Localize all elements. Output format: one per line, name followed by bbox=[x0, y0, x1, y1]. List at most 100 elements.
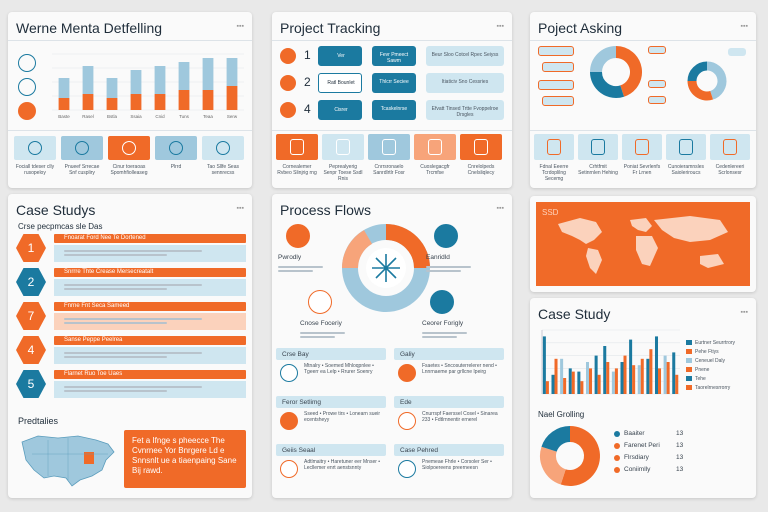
step-box[interactable]: Thlcrr Seciee bbox=[372, 73, 416, 93]
bar bbox=[623, 355, 627, 394]
tile[interactable] bbox=[460, 134, 502, 160]
menu-icon[interactable]: ▪▪▪ bbox=[496, 23, 504, 30]
person-icon bbox=[591, 139, 605, 155]
legend-dot bbox=[614, 467, 620, 473]
step-box[interactable]: Fevr Pmeect Sawm bbox=[372, 46, 416, 66]
tile-label: Cuoslegacgfr Trcmfse bbox=[420, 164, 450, 176]
step-box[interactable]: Efvatt Tinsed Trtte Fvoppelroe Drsgles bbox=[426, 100, 504, 120]
bar bbox=[672, 352, 676, 394]
bar bbox=[614, 368, 618, 394]
menu-icon[interactable]: ▪▪▪ bbox=[740, 309, 748, 316]
tile[interactable] bbox=[14, 136, 56, 160]
tick-label: Teaa bbox=[203, 114, 213, 119]
tile[interactable] bbox=[155, 136, 197, 160]
text-line bbox=[278, 270, 313, 272]
tick-label: Tuns bbox=[179, 114, 190, 119]
donut-slice bbox=[687, 80, 714, 101]
step-badge: 4 bbox=[16, 336, 46, 364]
tile[interactable] bbox=[414, 134, 456, 160]
tile[interactable] bbox=[534, 134, 574, 160]
step-box[interactable]: Cisrer bbox=[318, 100, 362, 120]
case-bar[interactable]: Sanse Peppe Peelrea bbox=[54, 336, 246, 345]
step-box-label: Itiaticiv Sno Cessries bbox=[441, 79, 489, 85]
tile[interactable] bbox=[202, 136, 244, 160]
section-header bbox=[394, 396, 504, 408]
menu-icon[interactable]: ▪▪▪ bbox=[740, 23, 748, 30]
step-badge: 2 bbox=[16, 268, 46, 296]
steps-list: 1 Ver Fevr Pmeect Sawm Beur Sloo Cotcel Rpe… bbox=[280, 44, 506, 126]
legend-dot bbox=[614, 431, 620, 437]
bar bbox=[226, 86, 238, 110]
node-text bbox=[300, 330, 350, 340]
legend-label: Tehe bbox=[695, 376, 706, 382]
step-box[interactable]: Ratl Bounlet bbox=[318, 73, 362, 93]
tile-label: Poniat Sevrlenfs Fr Lrnen bbox=[623, 164, 661, 176]
menu-icon[interactable]: ▪▪▪ bbox=[496, 205, 504, 212]
bar bbox=[649, 349, 653, 394]
case-bar[interactable]: Snrrre Thte Crease Mersecreatalt bbox=[54, 268, 246, 277]
donut-slice bbox=[590, 71, 625, 98]
tile[interactable] bbox=[622, 134, 662, 160]
section-header bbox=[394, 348, 504, 360]
bar bbox=[551, 374, 555, 394]
step-box[interactable]: Tcaskelnrse bbox=[372, 100, 416, 120]
bar bbox=[606, 362, 610, 394]
section-header bbox=[276, 396, 386, 408]
donut-chart bbox=[540, 426, 600, 486]
bar bbox=[589, 368, 593, 394]
menu-icon[interactable]: ▪▪▪ bbox=[236, 23, 244, 30]
stats-icon bbox=[18, 78, 36, 96]
legend-label: Ceneuel Daly bbox=[695, 358, 726, 364]
section-title: Geiis Seaal bbox=[282, 447, 316, 454]
case-body bbox=[54, 279, 246, 296]
section-icon bbox=[280, 412, 298, 430]
bar bbox=[620, 362, 624, 394]
tile[interactable] bbox=[578, 134, 618, 160]
globe-icon[interactable] bbox=[430, 290, 454, 314]
case-bar[interactable]: Fnrne Fnt Seca Sameed bbox=[54, 302, 246, 311]
tile[interactable] bbox=[710, 134, 750, 160]
step-badge: 5 bbox=[16, 370, 46, 398]
tile[interactable] bbox=[61, 136, 103, 160]
tile[interactable] bbox=[666, 134, 706, 160]
step-box-label: Ratl Bounlet bbox=[327, 80, 355, 86]
tile-label: Tao Sllfe Seas sennrecss bbox=[207, 164, 239, 176]
step-box[interactable]: Beur Sloo Cotcel Rpec Seiyss bbox=[426, 46, 504, 66]
bar bbox=[654, 336, 659, 394]
donut-slice bbox=[590, 46, 617, 73]
section-header bbox=[276, 348, 386, 360]
process-wheel bbox=[342, 224, 430, 312]
tile-label: Fociall tdeser clly rusopeloy bbox=[15, 164, 55, 176]
bar bbox=[178, 90, 190, 110]
step-box[interactable]: Itiaticiv Sno Cessries bbox=[426, 73, 504, 93]
tile-label: Cedenlereeri Scrlonsesr bbox=[715, 164, 745, 176]
section-text: Pnemeae Fhrle • Corsoler Ser • Siolpoere… bbox=[422, 459, 492, 471]
callout-text: Fet a Ifnge s pheecce The Cvnrnee Yor Bn… bbox=[132, 436, 237, 475]
case-bar[interactable]: Flarnet Ruo Toe Uaes bbox=[54, 370, 246, 379]
text-line bbox=[64, 250, 202, 252]
tile[interactable] bbox=[322, 134, 364, 160]
tile[interactable] bbox=[108, 136, 150, 160]
panel-poject-asking: Poject Asking ▪▪▪ Fdnal Eeerre Tcrdoplil… bbox=[530, 12, 756, 188]
step-box[interactable]: Ver bbox=[318, 46, 362, 66]
briefcase-icon[interactable] bbox=[286, 224, 310, 248]
legend-label: Coniimlly bbox=[624, 466, 651, 473]
bar bbox=[571, 371, 575, 394]
bar bbox=[154, 66, 166, 94]
case-bar-label: Flarnet Ruo Toe Uaes bbox=[64, 371, 123, 377]
panel-case-study: Case Study ▪▪▪ Eurtner Seurrtrory Pehe Ft… bbox=[530, 298, 756, 498]
tile-label: Pnueef Srrecae Snf cuspliry bbox=[64, 164, 100, 176]
left-labels bbox=[538, 46, 588, 110]
tablet-icon[interactable] bbox=[434, 224, 458, 248]
clipboard-icon[interactable] bbox=[308, 290, 332, 314]
tile[interactable] bbox=[368, 134, 410, 160]
step-box-label: Efvatt Tinsed Trtte Fvoppelroe Drsgles bbox=[431, 106, 499, 118]
tile[interactable] bbox=[276, 134, 318, 160]
step-icon bbox=[280, 48, 296, 64]
gear-icon bbox=[122, 141, 136, 155]
case-bar[interactable]: Fnoarat Ford Nee Te Dortened bbox=[54, 234, 246, 243]
bar bbox=[658, 368, 662, 394]
bar bbox=[577, 371, 581, 394]
donut-slice bbox=[615, 46, 642, 97]
menu-icon[interactable]: ▪▪▪ bbox=[236, 205, 244, 212]
